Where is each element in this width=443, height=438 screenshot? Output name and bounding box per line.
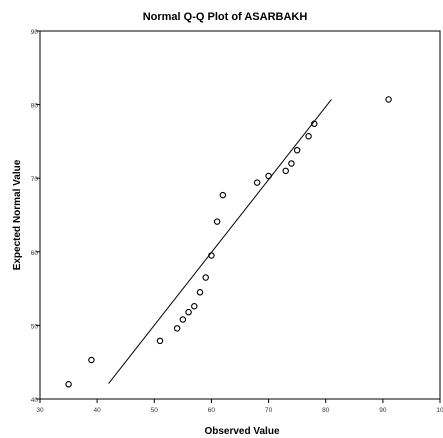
plot-frame <box>39 30 441 400</box>
x-tick-label: 60 <box>208 407 216 414</box>
data-point <box>293 146 301 154</box>
y-axis-label: Expected Normal Value <box>12 159 23 270</box>
y-axis: 40 50 60 70 80 90 <box>31 29 40 404</box>
y-tick-label: 50 <box>31 323 39 330</box>
y-tick-label: 40 <box>31 397 39 404</box>
data-point <box>385 96 392 103</box>
y-tick-label: 90 <box>31 29 39 36</box>
x-tick-label: 40 <box>94 407 102 414</box>
data-point <box>196 289 204 296</box>
data-point <box>185 308 192 316</box>
data-point <box>156 337 164 345</box>
data-point <box>213 218 221 225</box>
data-point <box>65 381 72 388</box>
data-point <box>305 132 312 140</box>
y-tick-label: 70 <box>31 176 39 183</box>
data-point <box>253 179 261 186</box>
chart-title: Normal Q-Q Plot of ASARBAKH <box>143 11 308 23</box>
x-axis: 30 40 50 60 70 80 90 10 <box>36 399 443 414</box>
data-point <box>265 172 272 180</box>
data-points <box>65 96 392 388</box>
y-tick-label: 80 <box>31 103 39 110</box>
x-tick-label: 90 <box>379 407 387 414</box>
x-axis-label: Observed Value <box>204 426 279 437</box>
reference-line <box>108 99 332 384</box>
x-tick-label: 80 <box>322 407 330 414</box>
x-tick-label: 50 <box>151 407 159 414</box>
data-point <box>208 252 215 259</box>
data-point <box>282 167 289 175</box>
data-point <box>202 274 209 281</box>
y-tick-label: 60 <box>31 250 39 257</box>
data-point <box>179 316 187 323</box>
data-point <box>191 303 198 310</box>
data-point <box>88 356 95 364</box>
data-point <box>311 120 318 127</box>
data-point <box>219 191 227 199</box>
x-tick-label: 30 <box>36 407 44 414</box>
x-tick-label: 10 <box>436 407 443 414</box>
data-point <box>288 160 295 167</box>
data-point <box>173 325 181 332</box>
x-tick-label: 70 <box>265 407 273 414</box>
